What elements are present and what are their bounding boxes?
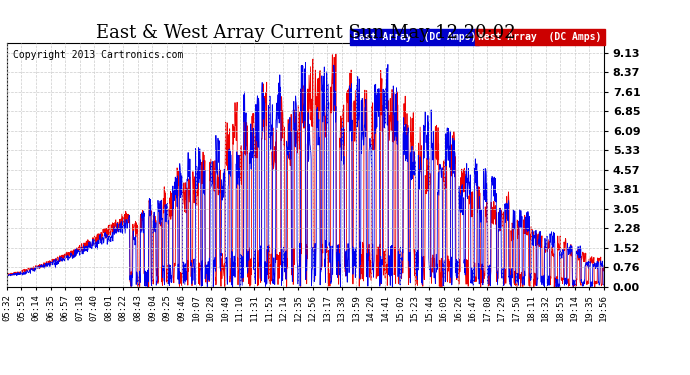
Title: East & West Array Current Sun May 12 20:02: East & West Array Current Sun May 12 20:… (95, 24, 515, 42)
Text: Copyright 2013 Cartronics.com: Copyright 2013 Cartronics.com (13, 51, 184, 60)
Text: East Array  (DC Amps): East Array (DC Amps) (353, 32, 477, 42)
Text: West Array  (DC Amps): West Array (DC Amps) (478, 32, 602, 42)
